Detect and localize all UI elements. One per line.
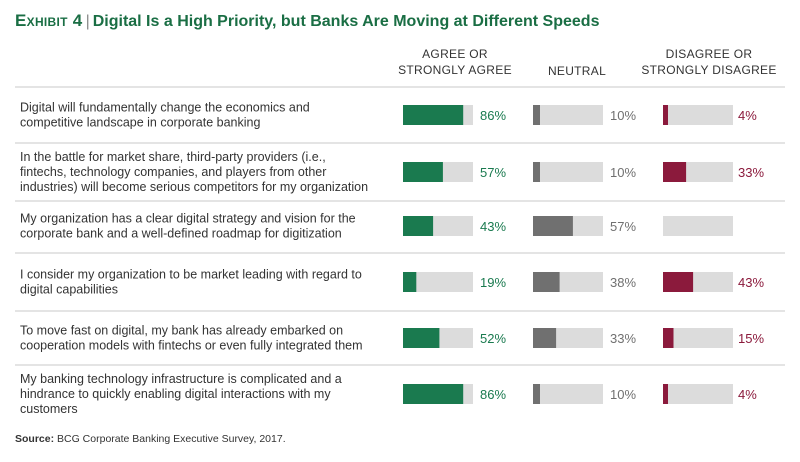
bar-track-disagree (663, 328, 733, 348)
value-label-agree: 52% (480, 331, 506, 346)
value-label-disagree: 33% (738, 165, 764, 180)
bar-neutral (533, 162, 540, 182)
value-label-disagree: 4% (738, 108, 757, 123)
bar-disagree (663, 272, 694, 292)
bar-agree (403, 162, 443, 182)
value-label-agree: 43% (480, 219, 506, 234)
bar-track-disagree (663, 216, 733, 236)
source-note: Source: BCG Corporate Banking Executive … (15, 433, 286, 445)
bar-neutral (533, 272, 560, 292)
value-label-agree: 19% (480, 275, 506, 290)
bar-neutral (533, 328, 557, 348)
bar-neutral (533, 105, 540, 125)
bar-track-disagree (663, 384, 733, 404)
chart-title: Digital Is a High Priority, but Banks Ar… (92, 13, 600, 30)
source-text: BCG Corporate Banking Executive Survey, … (57, 433, 286, 445)
source-label: Source: (15, 433, 55, 445)
bar-track-agree (403, 272, 473, 292)
bar-agree (403, 216, 434, 236)
exhibit-label: Exhibit 4 (15, 11, 83, 30)
bar-agree (403, 328, 440, 348)
value-label-disagree: 43% (738, 275, 764, 290)
title-separator: | (85, 13, 90, 30)
value-label-agree: 57% (480, 165, 506, 180)
bar-track-disagree (663, 105, 733, 125)
category-label: Digital will fundamentally change the ec… (20, 101, 310, 130)
category-label: My banking technology infrastructure is … (20, 372, 342, 416)
bar-neutral (533, 384, 540, 404)
bar-agree (403, 105, 464, 125)
survey-bar-chart: AGREE OR STRONGLY AGREE NEUTRAL DISAGREE OR… (15, 47, 785, 416)
bar-track-neutral (533, 162, 603, 182)
bar-agree (403, 384, 464, 404)
value-label-disagree: 15% (738, 331, 764, 346)
legend-disagree: DISAGREE OR STRONGLY DISAGREE (641, 47, 776, 77)
category-label: My organization has a clear digital stra… (20, 212, 356, 241)
category-label: I consider my organization to be market … (20, 268, 362, 297)
legend-agree: AGREE OR STRONGLY AGREE (398, 47, 512, 77)
value-label-disagree: 4% (738, 387, 757, 402)
bar-neutral (533, 216, 573, 236)
bar-disagree (663, 328, 674, 348)
value-label-neutral: 33% (610, 331, 636, 346)
exhibit-title: Exhibit 4 | Digital Is a High Priority, bu… (15, 8, 599, 34)
bar-disagree (663, 384, 668, 404)
value-label-neutral: 10% (610, 387, 636, 402)
value-label-agree: 86% (480, 108, 506, 123)
bar-track-neutral (533, 105, 603, 125)
value-label-neutral: 10% (610, 165, 636, 180)
value-label-neutral: 38% (610, 275, 636, 290)
value-label-neutral: 57% (610, 219, 636, 234)
legend-neutral: NEUTRAL (548, 64, 606, 78)
bar-track-neutral (533, 384, 603, 404)
bar-disagree (663, 105, 668, 125)
value-label-agree: 86% (480, 387, 506, 402)
value-label-neutral: 10% (610, 108, 636, 123)
category-label: In the battle for market share, third-pa… (20, 150, 368, 194)
category-label: To move fast on digital, my bank has alr… (20, 324, 363, 353)
bar-disagree (663, 162, 687, 182)
bar-agree (403, 272, 417, 292)
